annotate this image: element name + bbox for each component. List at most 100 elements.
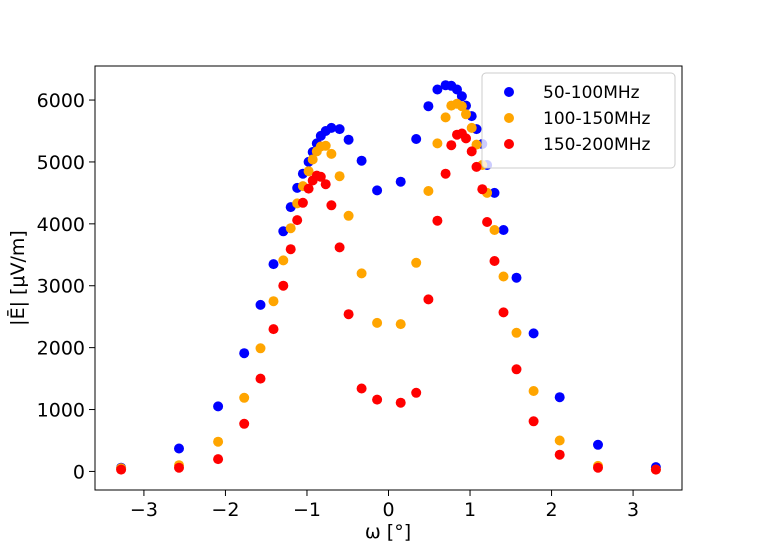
marker-series-2-point-3 [239, 418, 250, 429]
marker-series-2-point-5 [268, 324, 279, 335]
legend-label: 100-150MHz [543, 109, 650, 129]
marker-series-0-point-3 [239, 348, 250, 359]
marker-series-2-point-0 [116, 464, 127, 475]
marker-series-0-point-36 [528, 328, 539, 339]
legend-label: 150-200MHz [543, 135, 650, 155]
marker-series-0-point-33 [489, 187, 500, 198]
marker-series-2-point-30 [471, 161, 482, 172]
marker-series-1-point-11 [307, 154, 318, 165]
marker-series-0-point-37 [554, 392, 565, 403]
marker-series-0-point-35 [511, 272, 522, 283]
legend-label: 50-100MHz [543, 83, 640, 103]
marker-series-2-point-34 [498, 307, 509, 318]
marker-series-2-point-39 [650, 464, 661, 475]
marker-series-2-point-33 [489, 256, 500, 266]
y-tick-label: 1000 [37, 400, 85, 422]
marker-series-2-point-32 [482, 217, 493, 227]
marker-series-1-point-2 [213, 436, 224, 447]
marker-series-1-point-6 [278, 255, 289, 266]
marker-series-0-point-1 [174, 443, 184, 454]
legend-marker [504, 113, 514, 123]
marker-series-2-point-24 [440, 168, 451, 179]
marker-series-1-point-22 [423, 186, 434, 196]
marker-series-1-point-28 [461, 109, 471, 120]
marker-series-1-point-24 [440, 112, 451, 123]
x-axis-label: ω [°] [365, 521, 411, 543]
marker-series-2-point-9 [297, 197, 308, 208]
marker-series-2-point-20 [395, 397, 406, 408]
marker-series-1-point-4 [255, 343, 266, 354]
legend: 50-100MHz 100-150MHz 150-200MHz [481, 72, 676, 169]
marker-series-0-point-18 [356, 155, 367, 166]
x-tick-label: 1 [464, 499, 476, 521]
marker-series-2-point-23 [432, 215, 443, 226]
marker-series-2-point-4 [255, 373, 266, 384]
marker-series-0-point-21 [411, 134, 422, 144]
marker-series-2-point-37 [554, 449, 565, 460]
marker-series-1-point-16 [334, 171, 345, 182]
marker-series-0-point-16 [334, 124, 345, 135]
marker-series-2-point-6 [278, 280, 289, 291]
x-tick-label: −3 [130, 499, 158, 521]
marker-series-1-point-27 [456, 101, 467, 112]
marker-series-2-point-2 [213, 454, 224, 465]
marker-series-0-point-2 [213, 401, 224, 412]
marker-series-0-point-15 [326, 122, 337, 133]
marker-series-2-point-1 [174, 462, 184, 473]
marker-series-1-point-36 [528, 386, 539, 396]
y-tick-label: 3000 [37, 276, 85, 298]
marker-series-2-point-28 [461, 133, 471, 144]
marker-series-1-point-14 [320, 140, 331, 151]
marker-series-2-point-25 [446, 140, 457, 151]
marker-series-2-point-29 [466, 146, 477, 157]
marker-series-2-point-31 [477, 184, 488, 195]
marker-series-2-point-38 [593, 462, 603, 473]
x-tick-label: 0 [382, 499, 394, 521]
legend-frame [481, 72, 676, 169]
y-tick-label: 0 [73, 461, 85, 483]
marker-series-2-point-16 [334, 242, 345, 253]
y-axis-label: |Ē| [μV/m] [5, 230, 29, 326]
marker-series-2-point-21 [411, 387, 422, 398]
x-tick-label: −2 [211, 499, 239, 521]
marker-series-2-point-15 [326, 200, 337, 211]
marker-series-0-point-19 [372, 185, 383, 196]
marker-series-0-point-22 [423, 101, 434, 112]
marker-series-1-point-37 [554, 435, 565, 446]
marker-series-2-point-13 [315, 171, 326, 182]
marker-series-2-point-19 [372, 394, 383, 405]
marker-series-1-point-18 [356, 268, 367, 279]
marker-series-0-point-34 [498, 225, 509, 235]
marker-series-1-point-20 [395, 319, 406, 330]
marker-series-1-point-33 [489, 225, 500, 235]
legend-marker [504, 139, 514, 149]
marker-series-1-point-35 [511, 327, 522, 338]
marker-series-1-point-15 [326, 148, 337, 159]
marker-series-1-point-17 [343, 210, 354, 221]
y-tick-label: 4000 [37, 214, 85, 236]
marker-series-1-point-10 [303, 166, 314, 177]
marker-series-0-point-17 [343, 134, 354, 145]
marker-series-1-point-19 [372, 317, 383, 328]
marker-series-0-point-23 [432, 84, 443, 95]
legend-marker [504, 87, 514, 97]
marker-series-0-point-20 [395, 176, 406, 187]
marker-series-2-point-8 [292, 215, 303, 226]
y-tick-label: 2000 [37, 338, 85, 360]
marker-series-1-point-23 [432, 138, 443, 149]
marker-series-0-point-4 [255, 299, 266, 310]
marker-series-2-point-36 [528, 416, 539, 427]
marker-series-0-point-38 [593, 439, 603, 450]
marker-series-0-point-5 [268, 259, 279, 270]
marker-series-2-point-17 [343, 309, 354, 320]
marker-series-1-point-7 [285, 223, 296, 234]
marker-series-2-point-18 [356, 383, 367, 394]
marker-series-1-point-21 [411, 257, 422, 268]
marker-series-2-point-14 [320, 179, 331, 190]
marker-series-2-point-22 [423, 294, 434, 305]
x-axis-ticks: −3 −2 −1 0 1 2 3 [130, 490, 639, 521]
y-tick-label: 6000 [37, 90, 85, 112]
x-tick-label: 3 [627, 499, 639, 521]
y-axis-ticks: 0 1000 2000 3000 4000 5000 6000 [37, 90, 95, 483]
